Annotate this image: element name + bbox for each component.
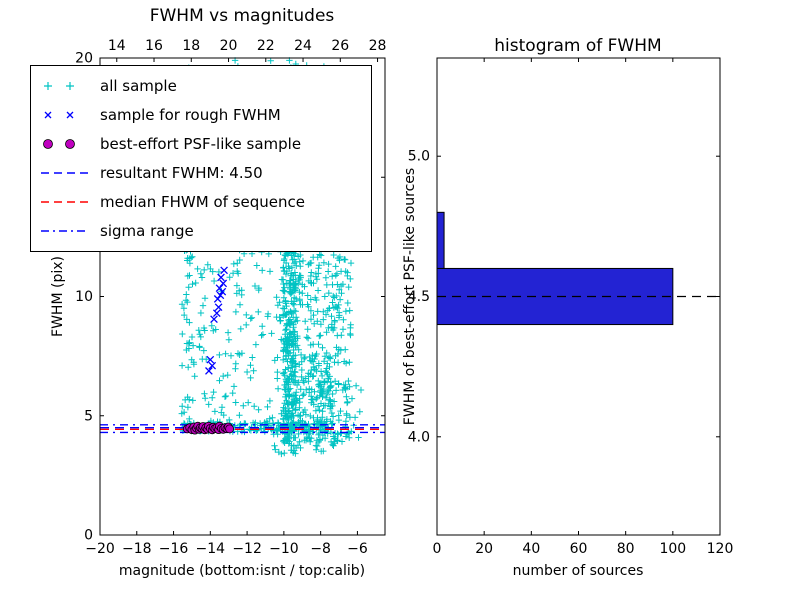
- legend-entry-0: all sample: [39, 77, 363, 95]
- legend-box: all sample sample for rough FWHM best-effo…: [30, 65, 372, 252]
- y-tick-label: 10: [75, 289, 93, 305]
- histogram-bar: [436, 211, 445, 269]
- y-tick-label: 0: [84, 528, 93, 544]
- legend-label: median FHWM of sequence: [100, 192, 305, 211]
- top-x-tick-label: 22: [257, 38, 275, 54]
- x-tick-label: −18: [122, 541, 152, 557]
- y-tick-label: 5: [84, 408, 93, 424]
- histogram-axes-layer: 0 20 40 60 80 100 120 4.0 4.5 5.0: [408, 57, 734, 557]
- y-tick-label: 4.0: [408, 429, 430, 445]
- y-tick-label: 20: [75, 51, 93, 67]
- legend-entry-2: best-effort PSF-like sample: [39, 135, 363, 153]
- legend-label: best-effort PSF-like sample: [100, 135, 302, 154]
- legend-label: sample for rough FWHM: [100, 106, 281, 125]
- x-tick-label: 20: [475, 541, 493, 557]
- legend-entry-3: resultant FWHM: 4.50: [39, 164, 363, 182]
- scatter-data-layer: [100, 57, 385, 458]
- line-dashed-legend-marker-icon: [41, 200, 89, 203]
- circle-icon: [65, 139, 75, 149]
- y-tick-label: 4.5: [408, 289, 430, 305]
- left-yaxis-label: FWHM (pix): [50, 256, 66, 337]
- left-xaxis-label: magnitude (bottom:isnt / top:calib): [119, 563, 365, 579]
- legend-entry-1: sample for rough FWHM: [39, 106, 363, 124]
- psf-like-point: [225, 424, 235, 434]
- top-x-tick-label: 28: [369, 38, 387, 54]
- circle-legend-marker-icon: [43, 139, 75, 149]
- x-tick-label: 80: [617, 541, 635, 557]
- top-x-tick-label: 20: [220, 38, 238, 54]
- plus-legend-marker-icon: [44, 82, 74, 91]
- histogram-plot-fwhm: 0 20 40 60 80 100 120 4.0 4.5 5.0 histogram of FW…: [402, 36, 733, 579]
- left-plot-title: FWHM vs magnitudes: [150, 6, 335, 26]
- legend-label: all sample: [100, 77, 177, 96]
- x-tick-label: −16: [159, 541, 189, 557]
- histogram-data-layer: [436, 211, 720, 326]
- x-tick-label: −20: [85, 541, 115, 557]
- right-xaxis-label: number of sources: [513, 563, 644, 579]
- x-tick-label: 60: [570, 541, 588, 557]
- legend-label: sigma range: [100, 221, 194, 240]
- top-x-tick-label: 26: [331, 38, 349, 54]
- x-tick-label: −10: [269, 541, 299, 557]
- x-tick-label: −6: [347, 541, 368, 557]
- x-tick-label: 40: [522, 541, 540, 557]
- line-dashdot-legend-marker-icon: [41, 229, 89, 232]
- x-tick-label: 0: [433, 541, 442, 557]
- right-yaxis-label: FWHM of best-effort PSF-like sources: [402, 168, 418, 425]
- right-plot-title: histogram of FWHM: [494, 36, 661, 56]
- x-tick-label: 100: [659, 541, 686, 557]
- top-x-tick-label: 16: [145, 38, 163, 54]
- legend-entry-5: sigma range: [39, 222, 363, 240]
- line-dashed-legend-marker-icon: [41, 172, 89, 174]
- circle-icon: [43, 139, 53, 149]
- legend-label: resultant FWHM: 4.50: [100, 163, 263, 182]
- x-legend-marker-icon: [44, 111, 74, 119]
- top-x-tick-label: 24: [294, 38, 312, 54]
- psf-like-points: [182, 421, 235, 435]
- legend-entry-4: median FHWM of sequence: [39, 193, 363, 211]
- x-tick-label: 120: [707, 541, 734, 557]
- x-tick-label: −8: [310, 541, 331, 557]
- top-x-tick-label: 18: [182, 38, 200, 54]
- x-tick-label: −12: [232, 541, 262, 557]
- plus-icon: [44, 82, 74, 91]
- top-x-tick-label: 14: [108, 38, 126, 54]
- x-tick-label: −14: [196, 541, 226, 557]
- x-icon: [44, 111, 74, 119]
- y-tick-label: 5.0: [408, 149, 430, 165]
- rough-fwhm-points: [205, 266, 228, 375]
